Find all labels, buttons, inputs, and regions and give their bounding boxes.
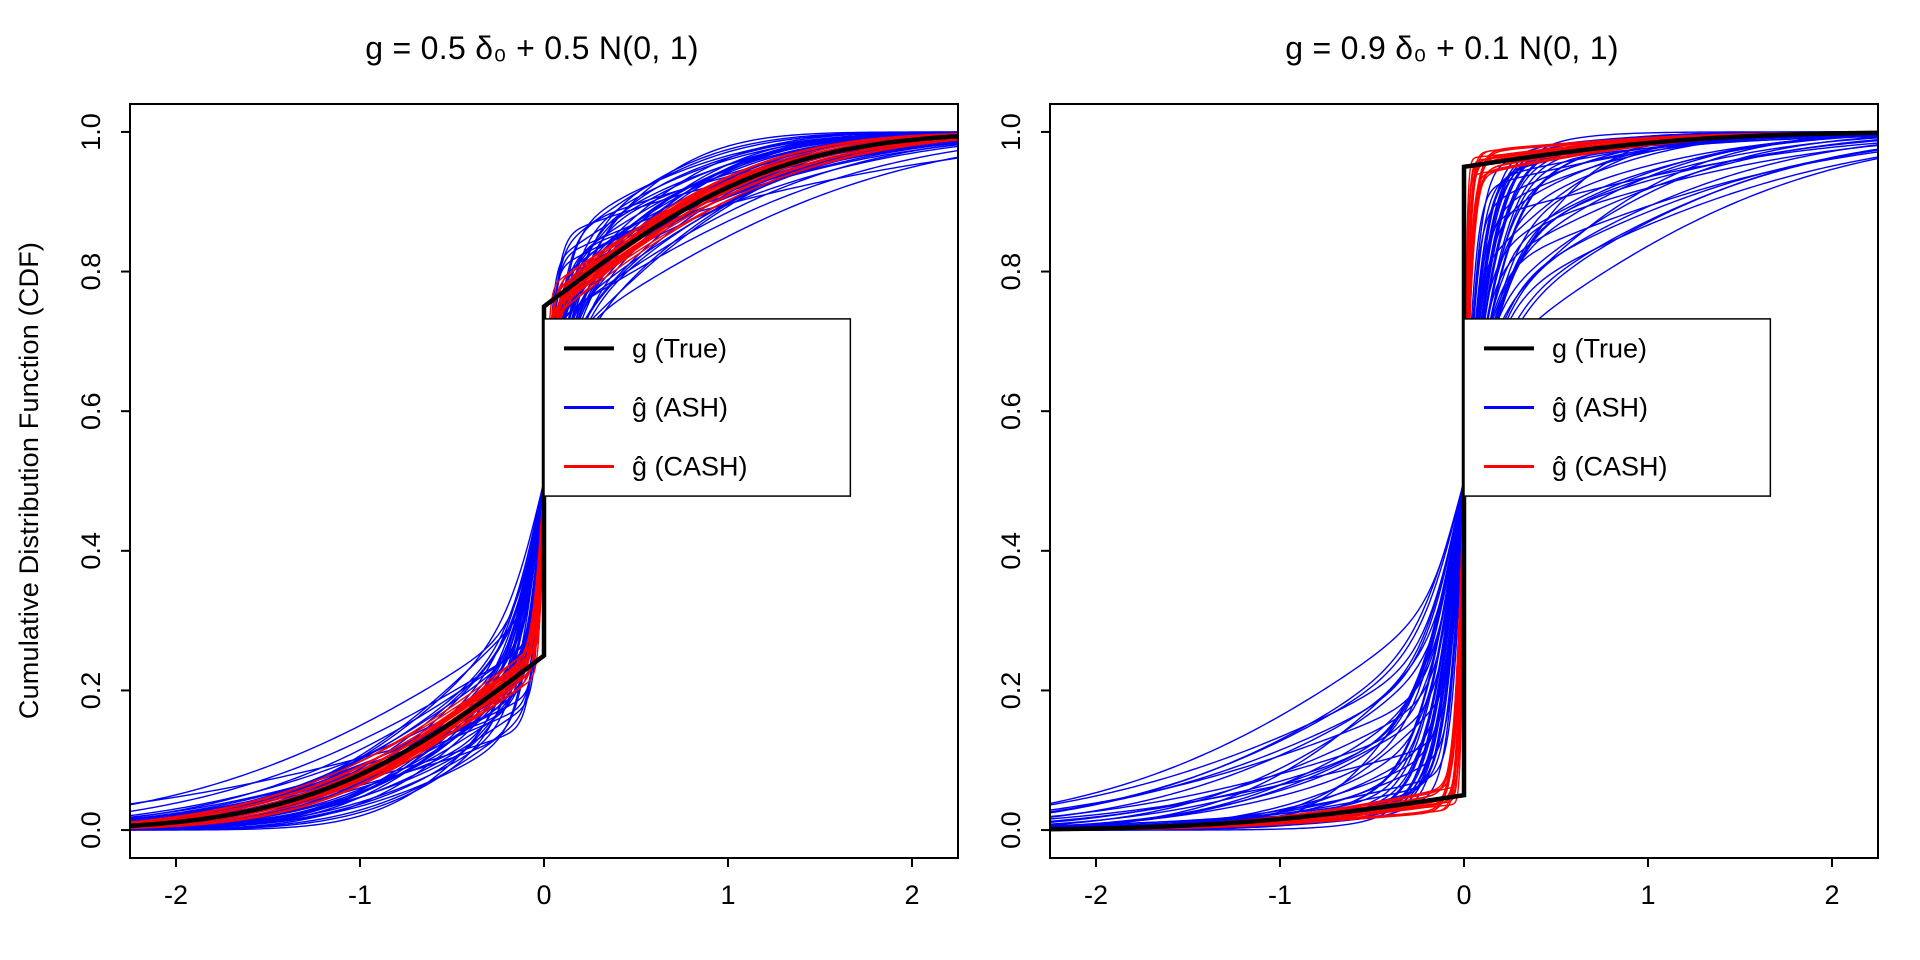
x-tick-label: 1 [720, 880, 735, 910]
y-tick-label: 0.0 [996, 811, 1026, 849]
x-tick-label: 0 [1456, 880, 1471, 910]
y-tick-label: 1.0 [996, 113, 1026, 151]
legend-label: ĝ (CASH) [632, 452, 748, 482]
panel-right-title: g = 0.9 δ₀ + 0.1 N(0, 1) [1285, 29, 1619, 66]
x-axis: -2 -1 0 1 2 [164, 858, 920, 910]
y-tick-label: 0.2 [76, 672, 106, 710]
legend-label: g (True) [1552, 333, 1647, 363]
x-tick-label: 2 [1824, 880, 1839, 910]
y-tick-label: 0.6 [996, 392, 1026, 430]
legend-label: g (True) [632, 333, 727, 363]
x-tick-label: -1 [348, 880, 372, 910]
y-tick-label: 0.4 [76, 532, 106, 570]
y-axis: 0.0 0.2 0.4 0.6 0.8 1.0 [996, 113, 1050, 849]
y-tick-label: 0.6 [76, 392, 106, 430]
x-tick-label: 2 [904, 880, 919, 910]
legend: g (True) ĝ (ASH) ĝ (CASH) [1463, 318, 1772, 497]
x-tick-label: -1 [1268, 880, 1292, 910]
y-tick-label: 0.8 [76, 253, 106, 291]
panel-left: g = 0.5 δ₀ + 0.5 N(0, 1) -2 -1 0 1 2 0.0 0.2 0.… [60, 0, 980, 960]
legend-label: ĝ (ASH) [1552, 392, 1648, 422]
y-axis-label-text: Cumulative Distribution Function (CDF) [14, 241, 45, 719]
x-axis: -2 -1 0 1 2 [1084, 858, 1840, 910]
y-tick-label: 1.0 [76, 113, 106, 151]
y-axis-label: Cumulative Distribution Function (CDF) [0, 0, 60, 960]
y-tick-label: 0.2 [996, 672, 1026, 710]
legend-label: ĝ (ASH) [632, 392, 728, 422]
x-tick-label: 1 [1640, 880, 1655, 910]
x-tick-label: -2 [1084, 880, 1108, 910]
y-axis: 0.0 0.2 0.4 0.6 0.8 1.0 [76, 113, 130, 849]
legend: g (True) ĝ (ASH) ĝ (CASH) [543, 318, 852, 497]
panel-right: g = 0.9 δ₀ + 0.1 N(0, 1) -2 -1 0 1 2 0.0 0.2 0.… [980, 0, 1900, 960]
panel-left-title: g = 0.5 δ₀ + 0.5 N(0, 1) [365, 29, 699, 66]
x-tick-label: -2 [164, 880, 188, 910]
legend-label: ĝ (CASH) [1552, 452, 1668, 482]
y-tick-label: 0.8 [996, 253, 1026, 291]
x-tick-label: 0 [536, 880, 551, 910]
cdf-plot-right: -2 -1 0 1 2 0.0 0.2 0.4 0.6 0.8 1.0 g (True) ĝ (ASH)… [996, 103, 1879, 910]
y-tick-label: 0.0 [76, 811, 106, 849]
cdf-plot-left: -2 -1 0 1 2 0.0 0.2 0.4 0.6 0.8 1.0 g (True) ĝ (ASH)… [76, 103, 959, 910]
y-tick-label: 0.4 [996, 532, 1026, 570]
